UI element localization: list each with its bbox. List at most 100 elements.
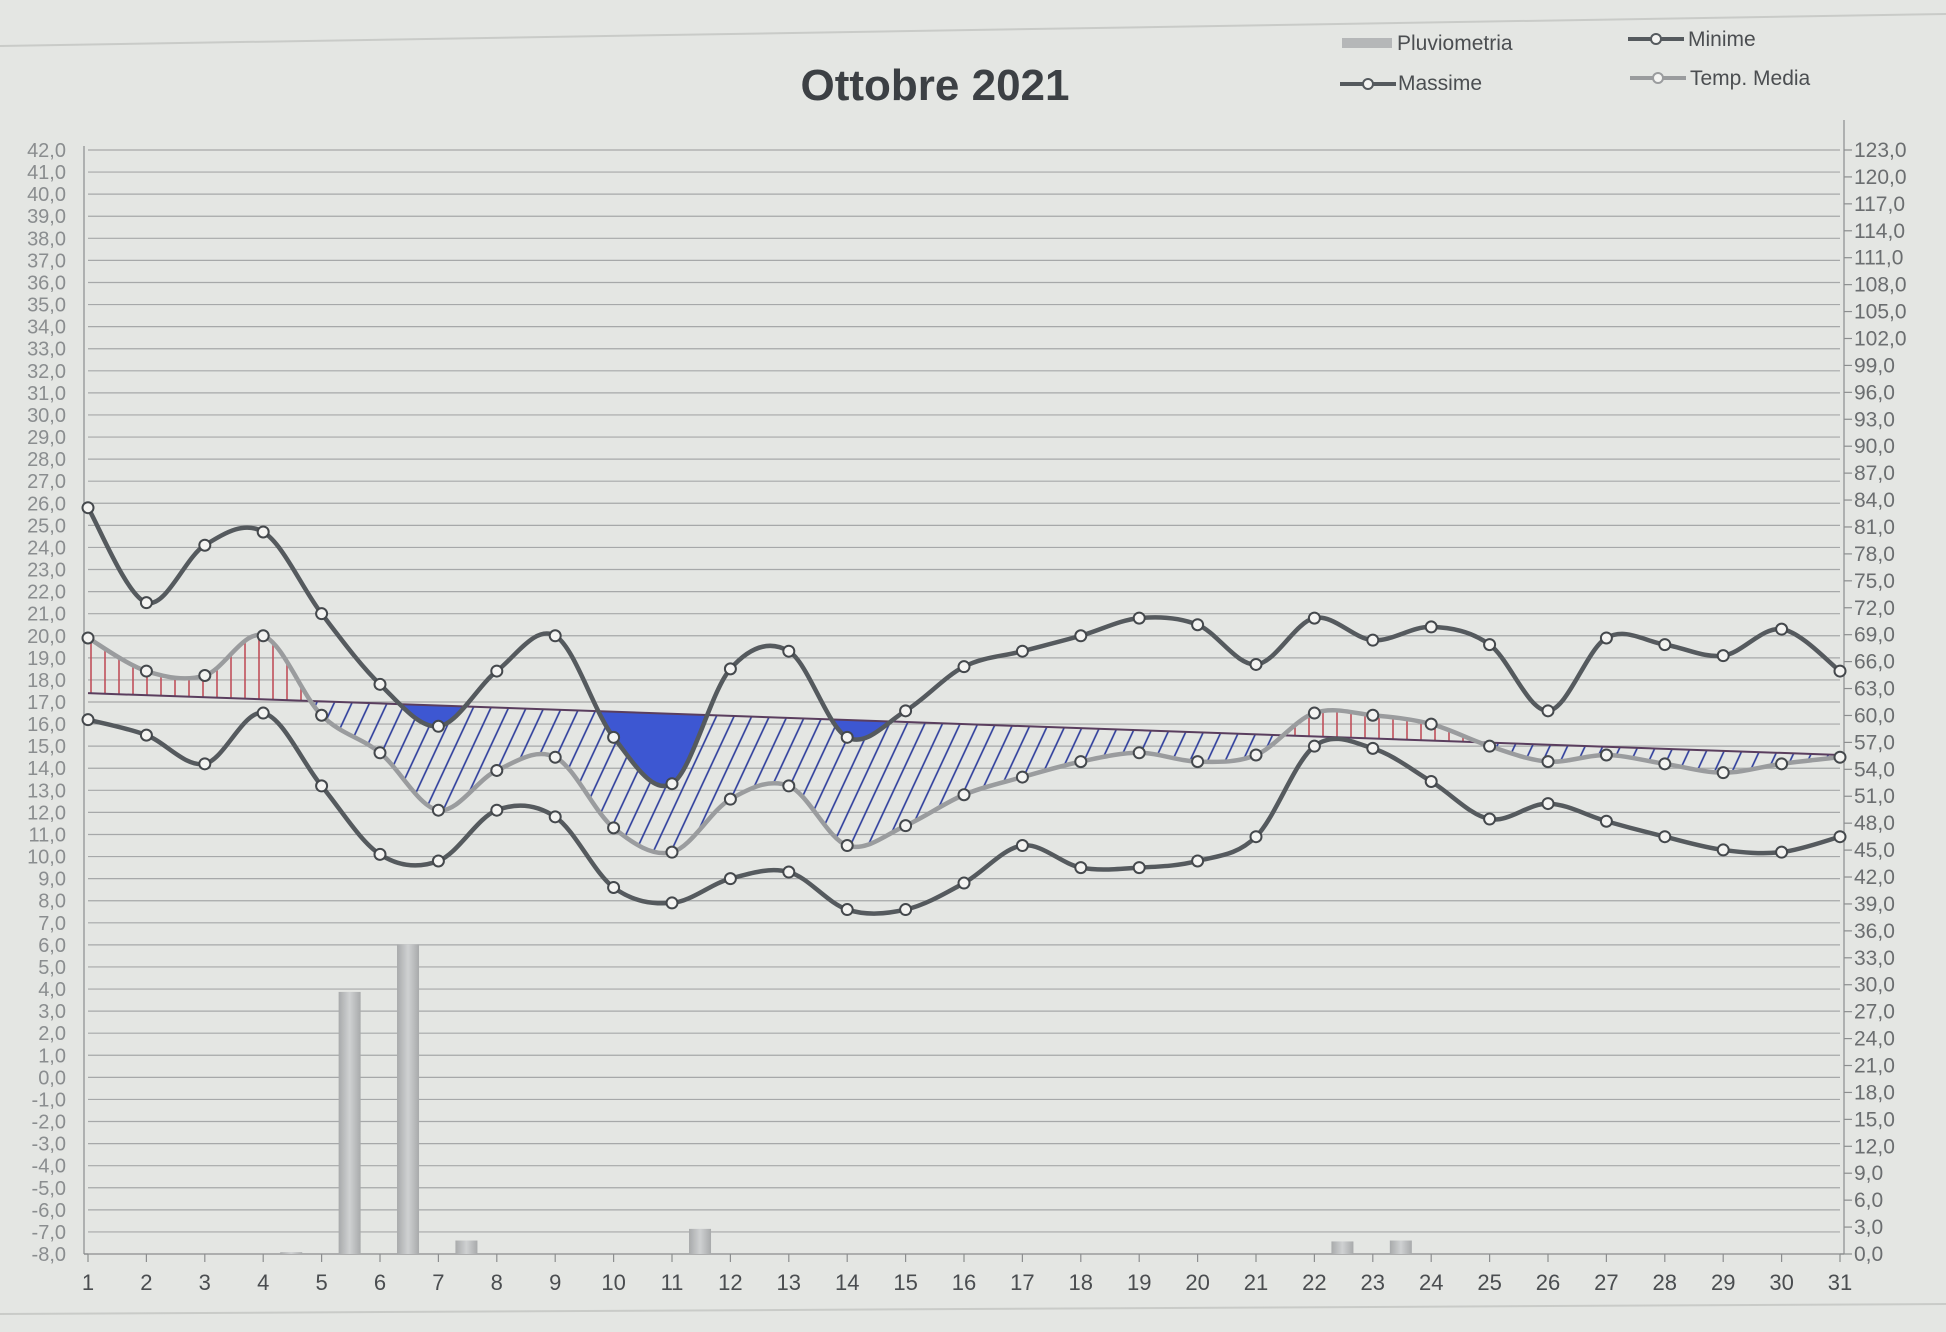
- y-left-tick-label: 17,0: [27, 692, 66, 714]
- x-tick-label: 24: [1419, 1270, 1443, 1295]
- x-tick-label: 15: [893, 1270, 917, 1295]
- marker-minime: [607, 880, 621, 894]
- y-right-tick-label: 63,0: [1854, 678, 1895, 701]
- marker-temp-media: [1015, 770, 1029, 784]
- marker-minime: [723, 872, 737, 886]
- marker-minime: [1658, 830, 1672, 844]
- y-right-tick-label: 69,0: [1854, 624, 1895, 647]
- marker-minime: [256, 706, 270, 720]
- marker-temp-media: [1775, 757, 1789, 771]
- marker-minime: [198, 757, 212, 771]
- marker-minime: [490, 803, 504, 817]
- x-tick-label: 1: [82, 1270, 94, 1295]
- chart-title: Ottobre 2021: [801, 61, 1070, 110]
- marker-minime: [665, 896, 679, 910]
- marker-minime: [1541, 797, 1555, 811]
- marker-temp-media: [899, 819, 913, 833]
- marker-temp-media: [431, 803, 445, 817]
- marker-minime: [840, 903, 854, 917]
- marker-massime: [431, 719, 445, 733]
- y-left-tick-label: 38,0: [27, 228, 66, 250]
- marker-temp-media: [315, 708, 329, 722]
- y-right-tick-label: 6,0: [1854, 1189, 1883, 1212]
- y-left-tick-label: 35,0: [27, 295, 66, 317]
- marker-minime: [1775, 845, 1789, 859]
- marker-massime: [1833, 664, 1847, 678]
- y-right-tick-label: 57,0: [1854, 731, 1895, 754]
- marker-minime: [373, 847, 387, 861]
- marker-minime: [1424, 774, 1438, 788]
- x-tick-label: 8: [491, 1270, 503, 1295]
- rain-bar: [1331, 1241, 1354, 1254]
- y-right-tick-label: 93,0: [1854, 408, 1895, 431]
- x-tick-label: 6: [374, 1270, 386, 1295]
- x-tick-label: 7: [432, 1270, 444, 1295]
- y-right-tick-label: 72,0: [1854, 597, 1895, 620]
- marker-massime: [1191, 618, 1205, 632]
- y-left-tick-label: 9,0: [38, 869, 66, 891]
- marker-massime: [665, 777, 679, 791]
- marker-massime: [256, 525, 270, 539]
- y-left-tick-label: 18,0: [27, 670, 66, 692]
- y-left-tick-label: 24,0: [27, 537, 66, 559]
- marker-massime: [1483, 638, 1497, 652]
- axis-ticks: 42,041,040,039,038,037,036,035,034,033,0…: [27, 139, 1907, 1295]
- y-right-tick-label: 66,0: [1854, 651, 1895, 674]
- marker-temp-media: [1541, 755, 1555, 769]
- y-left-tick-label: 31,0: [27, 383, 66, 405]
- x-tick-label: 25: [1477, 1270, 1501, 1295]
- x-tick-label: 27: [1594, 1270, 1618, 1295]
- paper-edge-bottom: [0, 1303, 1946, 1315]
- marker-minime: [548, 810, 562, 824]
- rain-bar: [1389, 1240, 1412, 1254]
- marker-temp-media: [1833, 750, 1847, 764]
- marker-minime: [431, 854, 445, 868]
- x-tick-label: 18: [1069, 1270, 1093, 1295]
- y-right-tick-label: 45,0: [1854, 839, 1895, 862]
- marker-temp-media: [1307, 706, 1321, 720]
- x-tick-label: 19: [1127, 1270, 1151, 1295]
- x-tick-label: 12: [718, 1270, 742, 1295]
- y-right-tick-label: 24,0: [1854, 1028, 1895, 1051]
- y-right-tick-label: 12,0: [1854, 1135, 1895, 1158]
- y-right-tick-label: 111,0: [1854, 247, 1903, 270]
- legend-marker-temp-media: [1652, 72, 1664, 84]
- y-left-tick-label: 2,0: [38, 1023, 66, 1045]
- marker-massime: [1541, 704, 1555, 718]
- y-right-tick-label: 108,0: [1854, 274, 1907, 297]
- y-left-tick-label: 27,0: [27, 471, 66, 493]
- y-left-tick-label: 30,0: [27, 405, 66, 427]
- y-left-tick-label: -1,0: [32, 1089, 66, 1111]
- y-left-tick-label: 28,0: [27, 449, 66, 471]
- x-tick-label: 30: [1769, 1270, 1793, 1295]
- y-left-tick-label: 8,0: [38, 891, 66, 913]
- y-left-tick-label: -3,0: [32, 1134, 66, 1156]
- y-right-tick-label: 54,0: [1854, 758, 1895, 781]
- legend-marker-massime: [1362, 78, 1374, 90]
- marker-minime: [1483, 812, 1497, 826]
- marker-massime: [1015, 644, 1029, 658]
- y-left-tick-label: -8,0: [32, 1244, 66, 1266]
- marker-temp-media: [256, 629, 270, 643]
- marker-temp-media: [198, 669, 212, 683]
- marker-minime: [1074, 861, 1088, 875]
- marker-temp-media: [1074, 755, 1088, 769]
- y-left-tick-label: 34,0: [27, 317, 66, 339]
- marker-temp-media: [607, 821, 621, 835]
- marker-minime: [1191, 854, 1205, 868]
- marker-temp-media: [1599, 748, 1613, 762]
- marker-minime: [1132, 861, 1146, 875]
- y-left-tick-label: -5,0: [32, 1178, 66, 1200]
- marker-massime: [1775, 622, 1789, 636]
- y-left-tick-label: 15,0: [27, 736, 66, 758]
- y-right-tick-label: 48,0: [1854, 812, 1895, 835]
- y-right-tick-label: 42,0: [1854, 866, 1895, 889]
- rain-bar: [338, 991, 361, 1254]
- y-left-tick-label: -6,0: [32, 1200, 66, 1222]
- marker-massime: [373, 677, 387, 691]
- y-left-tick-label: 4,0: [38, 979, 66, 1001]
- y-left-tick-label: 3,0: [38, 1001, 66, 1023]
- marker-temp-media: [139, 664, 153, 678]
- marker-minime: [1833, 830, 1847, 844]
- y-left-tick-label: 11,0: [29, 824, 66, 846]
